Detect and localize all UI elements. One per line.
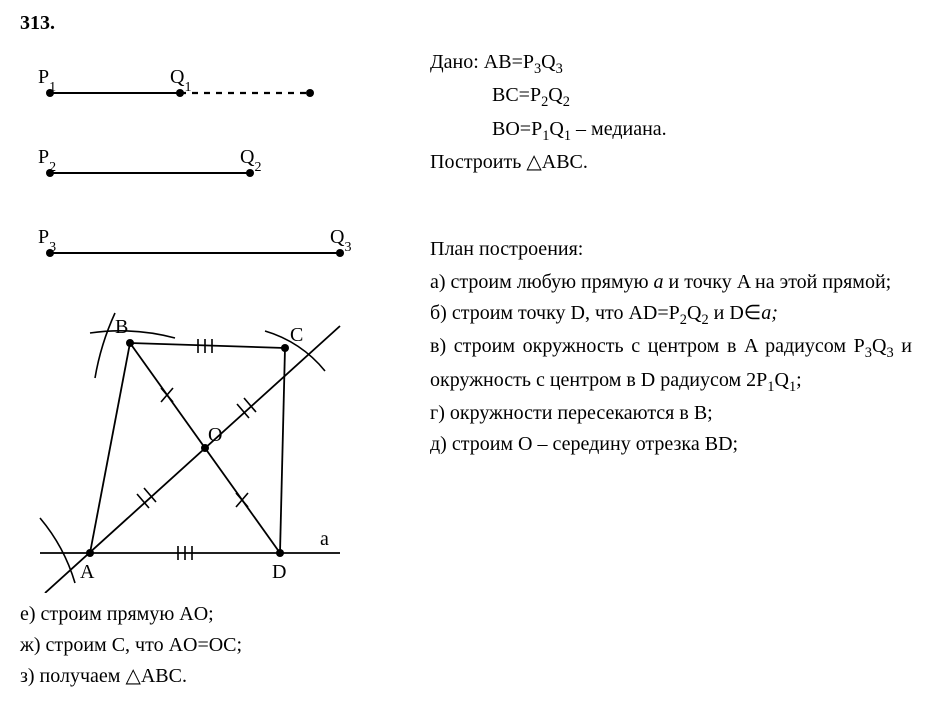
segments-diagram: P1 Q1 P2 Q2 P3 Q3 (20, 43, 380, 293)
continuation-block: е) строим прямую AO; ж) строим C, что AO… (20, 599, 912, 692)
label-p3: P3 (38, 226, 56, 255)
right-column: Дано: AB=P3Q3 BC=P2Q2 BO=P1Q1 – медиана.… (430, 43, 912, 593)
plan-d: д) строим O – середину отрезка BD; (430, 429, 912, 460)
given-line3: BO=P1Q1 – медиана. (430, 114, 912, 147)
given-line1: Дано: AB=P3Q3 (430, 47, 912, 80)
label-B: B (115, 316, 128, 338)
label-A: A (80, 561, 95, 583)
given-line2: BC=P2Q2 (430, 80, 912, 113)
segment-p1q1: P1 Q1 (38, 66, 314, 97)
plan-e: е) строим прямую AO; (20, 599, 912, 630)
plan-v: в) строим окружность с центром в A радиу… (430, 331, 912, 398)
given-block: Дано: AB=P3Q3 BC=P2Q2 BO=P1Q1 – медиана.… (430, 47, 912, 178)
given-task: Построить △ABC. (430, 147, 912, 178)
plan-b: б) строим точку D, что AD=P2Q2 и D∈a; (430, 298, 912, 331)
segment-p2q2: P2 Q2 (38, 146, 261, 177)
plan-title: План построения: (430, 234, 912, 265)
plan-z: з) получаем △ABC. (20, 661, 912, 692)
left-column: P1 Q1 P2 Q2 P3 Q3 a (20, 43, 400, 593)
content-row: P1 Q1 P2 Q2 P3 Q3 a (20, 43, 912, 593)
label-p2: P2 (38, 146, 56, 175)
label-p1: P1 (38, 66, 56, 95)
construction-diagram: a A D B C O (20, 293, 380, 593)
plan-g: г) окружности пересекаются в B; (430, 398, 912, 429)
plan-zh: ж) строим C, что AO=OC; (20, 630, 912, 661)
label-a: a (320, 528, 329, 550)
plan-a: а) строим любую прямую a и точку A на эт… (430, 267, 912, 298)
segment-p3q3: P3 Q3 (38, 226, 351, 257)
problem-number: 313. (20, 12, 912, 35)
plan-block: План построения: а) строим любую прямую … (430, 234, 912, 460)
label-D: D (272, 561, 286, 583)
